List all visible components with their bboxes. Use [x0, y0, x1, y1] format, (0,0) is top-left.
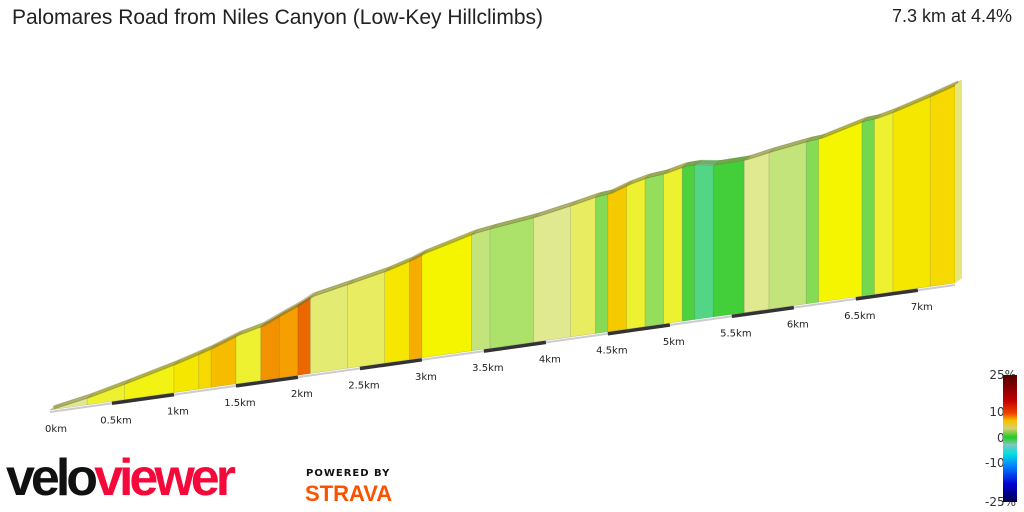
x-tick-label: 4km	[539, 354, 561, 365]
gradient-segment	[768, 141, 807, 310]
gradient-segment	[279, 304, 299, 379]
climb-summary: 7.3 km at 4.4%	[891, 6, 1012, 26]
x-tick-label: 7km	[911, 302, 933, 313]
gradient-segment	[892, 95, 931, 293]
gradient-segment	[626, 177, 646, 330]
gradient-segment	[409, 253, 423, 360]
gradient-segment	[861, 118, 875, 297]
gradient-segment	[929, 84, 956, 287]
gradient-segment	[818, 121, 863, 303]
gradient-segment	[421, 233, 472, 359]
x-tick-label: 4.5km	[596, 346, 627, 357]
gradient-segment	[297, 296, 311, 376]
gradient-segment	[489, 217, 534, 349]
gradient-segment	[347, 271, 386, 369]
distance-bar	[855, 288, 919, 301]
x-tick-label: 1.5km	[224, 398, 255, 409]
distance-bar	[607, 323, 671, 336]
gradient-segment	[663, 166, 683, 325]
profile-end-face	[955, 80, 962, 283]
x-tick-label: 3km	[415, 372, 437, 383]
gradient-segment	[644, 173, 664, 327]
distance-bar	[483, 340, 547, 353]
x-tick-label: 0km	[45, 424, 67, 435]
gradient-segment	[595, 193, 609, 334]
strava-logo: STRAVA	[305, 481, 393, 506]
gradient-segment	[533, 205, 571, 343]
distance-bar	[235, 375, 299, 388]
x-tick-label: 2.5km	[348, 381, 379, 392]
gradient-segment	[198, 347, 212, 390]
x-tick-label: 2km	[291, 389, 313, 400]
gradient-color-scale	[1003, 375, 1017, 502]
elevation-profile-chart: 0km 0.5km 1km 1.5km 2km 2.5km 3km 3.5km 4km 4.5km…	[45, 79, 963, 435]
gradient-segment	[743, 152, 770, 313]
x-tick-label: 5.5km	[720, 328, 751, 339]
powered-by-label: POWERED BY	[306, 468, 391, 479]
veloviewer-logo: veloviewer	[6, 449, 236, 507]
distance-bar	[111, 392, 175, 406]
distance-bar	[731, 305, 795, 319]
profile-ridge	[52, 80, 960, 410]
x-tick-label: 6km	[787, 320, 809, 331]
gradient-segment	[712, 160, 745, 318]
distance-bar	[359, 358, 423, 371]
x-tick-label: 3.5km	[472, 363, 503, 374]
gradient-segment	[694, 164, 714, 320]
page-title: Palomares Road from Niles Canyon (Low-Ke…	[12, 6, 543, 29]
x-tick-label: 1km	[167, 407, 189, 418]
gradient-segment	[310, 284, 348, 374]
gradient-segment	[805, 138, 819, 305]
x-tick-label: 0.5km	[100, 415, 131, 426]
gradient-segment	[570, 196, 596, 338]
gradient-segment	[471, 228, 491, 352]
gradient-segment	[607, 184, 627, 333]
gradient-segment	[874, 111, 894, 295]
gradient-segment	[384, 260, 410, 364]
x-tick-label: 5km	[663, 337, 685, 348]
gradient-segment	[681, 164, 695, 322]
x-tick-label: 6.5km	[844, 311, 875, 322]
